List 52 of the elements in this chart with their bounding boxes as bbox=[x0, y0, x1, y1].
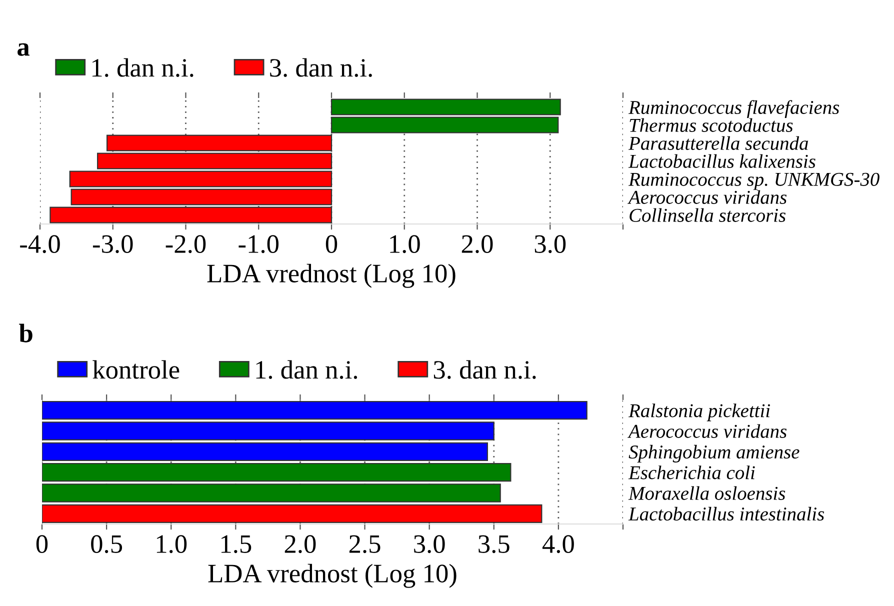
y-tick-label: Ralstonia pickettii bbox=[628, 404, 770, 422]
bar bbox=[42, 442, 488, 462]
x-axis-title: LDA vrednost (Log 10) bbox=[208, 564, 456, 588]
y-tick-label: Parasutterella secunda bbox=[628, 136, 808, 150]
x-tick-label: -3.0 bbox=[92, 235, 133, 254]
bar bbox=[42, 462, 512, 482]
x-tick-label: 0 bbox=[326, 235, 338, 253]
x-tick-label: 0.5 bbox=[91, 535, 122, 554]
x-tick-label: -2.0 bbox=[166, 235, 206, 254]
x-tick-label: 1.5 bbox=[221, 535, 252, 554]
legend-label: 1. dan n.i. bbox=[256, 360, 358, 379]
x-tick-label: 3.5 bbox=[478, 535, 510, 554]
bar bbox=[42, 422, 494, 440]
x-tick-label: 3.0 bbox=[414, 535, 445, 554]
x-tick-label: 4.0 bbox=[542, 535, 574, 554]
y-tick-label: Escherichia coli bbox=[628, 466, 755, 480]
y-tick-label: Sphingobium amiense bbox=[628, 444, 800, 463]
bar bbox=[97, 152, 332, 170]
legend-label: 1. dan n.i. bbox=[92, 58, 194, 77]
x-tick-label: 2.5 bbox=[349, 535, 380, 554]
x-tick-label: 2.0 bbox=[284, 535, 316, 554]
chart-title: b bbox=[19, 324, 32, 342]
y-tick-label: Ruminococcus sp. UNKMGS-30 bbox=[628, 172, 880, 190]
y-tick-label: Thermus scotoductus bbox=[630, 118, 793, 132]
y-tick-label: Lactobacillus kalixensis bbox=[628, 154, 816, 168]
x-tick-label: 3.0 bbox=[534, 235, 566, 254]
x-tick-label: 1.0 bbox=[390, 235, 420, 254]
x-tick-label: -1.0 bbox=[238, 235, 279, 254]
bar bbox=[69, 170, 332, 188]
bar bbox=[70, 188, 332, 206]
y-tick-label: Moraxella osloensis bbox=[628, 486, 786, 500]
y-tick-label: Aerococcus viridans bbox=[627, 424, 787, 438]
x-axis-title: LDA vrednost (Log 10) bbox=[207, 264, 456, 288]
y-tick-label: Ruminococcus flavefaciens bbox=[628, 100, 840, 118]
y-tick-label: Lactobacillus intestinalis bbox=[628, 506, 824, 521]
bar bbox=[106, 134, 332, 152]
bar bbox=[50, 206, 332, 224]
legend-label: 3. dan n.i. bbox=[270, 58, 372, 77]
bar bbox=[42, 484, 501, 502]
x-tick-label: 1.0 bbox=[156, 535, 187, 554]
x-tick-label: 0 bbox=[36, 535, 48, 553]
chart-title: a bbox=[18, 43, 30, 56]
bar bbox=[42, 504, 542, 524]
y-tick-label: Aerococcus viridans bbox=[627, 190, 787, 204]
legend-label: 3. dan n.i. bbox=[434, 360, 536, 379]
legend-label: kontrole bbox=[92, 360, 180, 379]
x-tick-label: -4.0 bbox=[20, 235, 60, 254]
bar bbox=[330, 116, 559, 134]
x-tick-label: 2.0 bbox=[462, 235, 493, 254]
y-tick-label: Collinsella stercoris bbox=[630, 208, 786, 222]
bar bbox=[42, 400, 588, 420]
bar bbox=[330, 98, 561, 116]
